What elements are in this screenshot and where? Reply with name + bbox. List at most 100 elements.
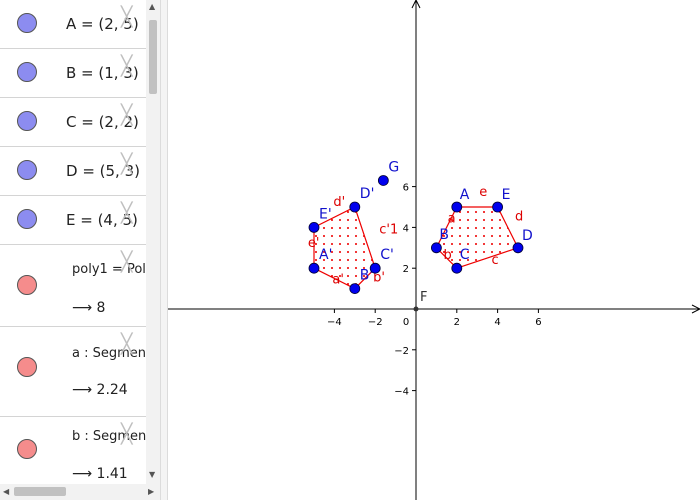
point-label: B'	[360, 268, 373, 284]
point-label: B	[439, 227, 449, 243]
segment-label: b'	[373, 270, 385, 285]
axes: −4 −2 0 2 4 6 6 4 2 −2 −4	[168, 0, 700, 500]
algebra-row-b[interactable]: B = (1, 3) ╳	[0, 49, 146, 98]
definition-a[interactable]: A = (2, 5)	[66, 15, 139, 33]
point-a-prime[interactable]	[308, 262, 320, 274]
visibility-toggle[interactable]	[17, 160, 37, 180]
x-tick-label: −2	[368, 317, 383, 328]
visibility-toggle[interactable]	[17, 275, 37, 295]
definition-segment-b[interactable]: b : Segment(B, C)	[72, 429, 146, 444]
visibility-toggle[interactable]	[17, 439, 37, 459]
algebra-row-e[interactable]: E = (4, 5) ╳	[0, 196, 146, 245]
segment-label: b	[444, 248, 452, 263]
point-b-prime[interactable]	[349, 283, 361, 295]
delete-icon[interactable]: ╳	[121, 6, 133, 28]
x-tick-label: −4	[327, 317, 342, 328]
arrow-icon: ⟶	[72, 466, 93, 482]
point-label: D	[522, 228, 533, 244]
polygon-poly1[interactable]	[435, 206, 519, 269]
scroll-right-arrow-icon[interactable]: ▶	[148, 487, 155, 496]
definition-e[interactable]: E = (4, 5)	[66, 211, 138, 229]
vertical-scrollbar-thumb[interactable]	[149, 20, 157, 94]
point-label: F	[420, 290, 427, 305]
polygons	[313, 206, 519, 290]
x-tick-label: 6	[535, 317, 541, 328]
value-segment-b: ⟶ 1.41	[72, 466, 128, 482]
arrow-icon: ⟶	[72, 300, 93, 316]
y-tick-label: −2	[394, 346, 409, 357]
point-c[interactable]	[451, 262, 463, 274]
algebra-view: A = (2, 5) ╳ B = (1, 3) ╳ C = (2, 2) ╳ D…	[0, 0, 146, 484]
y-tick-label: 4	[403, 223, 409, 234]
segment-label: e'	[308, 236, 320, 251]
value-text: 2.24	[96, 382, 128, 398]
x-tick-label: 4	[494, 317, 500, 328]
point-label: E'	[319, 206, 332, 222]
definition-c[interactable]: C = (2, 2)	[66, 113, 139, 131]
delete-icon[interactable]: ╳	[121, 333, 133, 355]
value-text: 8	[96, 300, 106, 316]
point-g[interactable]	[377, 175, 389, 186]
segment-label: d	[515, 209, 523, 224]
point-f[interactable]	[413, 306, 419, 312]
polygon-poly1-image[interactable]	[313, 206, 376, 290]
point-e-prime[interactable]	[308, 221, 320, 233]
view-divider[interactable]	[160, 0, 168, 500]
point-a[interactable]	[451, 201, 463, 213]
algebra-row-segment-a[interactable]: a : Segment(A, B) ⟶ 2.24 ╳	[0, 327, 146, 417]
algebra-row-segment-b[interactable]: b : Segment(B, C) ⟶ 1.41 ╳	[0, 417, 146, 484]
segment-labels: a b c d e a' b' c'1 d' e'	[308, 185, 523, 288]
algebra-row-poly1[interactable]: poly1 = Polygon(A, B, C, D, E) ⟶ 8 ╳	[0, 245, 146, 327]
horizontal-scrollbar-thumb[interactable]	[14, 487, 66, 496]
delete-icon[interactable]: ╳	[121, 55, 133, 77]
x-tick-label: 2	[454, 317, 460, 328]
point-d[interactable]	[512, 242, 524, 254]
visibility-toggle[interactable]	[17, 111, 37, 131]
visibility-toggle[interactable]	[17, 62, 37, 82]
point-c-prime[interactable]	[369, 262, 381, 274]
point-label: A	[460, 187, 470, 203]
y-tick-label: 6	[403, 183, 409, 194]
value-text: 1.41	[96, 466, 128, 482]
visibility-toggle[interactable]	[17, 357, 37, 377]
algebra-row-d[interactable]: D = (5, 3) ╳	[0, 147, 146, 196]
point-d-prime[interactable]	[349, 201, 361, 213]
segment-label: a'	[332, 273, 344, 288]
graphics-view[interactable]: −4 −2 0 2 4 6 6 4 2 −2 −4 a b c d e a' b' c'1 d' e' A B C D E A'…	[168, 0, 700, 500]
delete-icon[interactable]: ╳	[121, 423, 133, 445]
delete-icon[interactable]: ╳	[121, 153, 133, 175]
point-label: A'	[319, 247, 332, 263]
segment-label: d'	[333, 195, 345, 210]
scroll-up-arrow-icon[interactable]: ▲	[149, 2, 156, 11]
scroll-down-arrow-icon[interactable]: ▼	[149, 470, 156, 479]
segment-label: c'1	[379, 223, 398, 238]
value-segment-a: ⟶ 2.24	[72, 382, 128, 398]
x-axis-arrow-icon	[691, 304, 700, 314]
coordinate-plane[interactable]: −4 −2 0 2 4 6 6 4 2 −2 −4 a b c d e a' b' c'1 d' e' A BC D E A'…	[168, 0, 700, 500]
points[interactable]: A BC D E A' B' C' D' E' G F	[308, 159, 533, 312]
scroll-left-arrow-icon[interactable]: ◀	[3, 487, 10, 496]
vertical-scrollbar[interactable]: ▲ ▼	[146, 0, 160, 484]
definition-segment-a[interactable]: a : Segment(A, B)	[72, 346, 146, 361]
algebra-row-c[interactable]: C = (2, 2) ╳	[0, 98, 146, 147]
x-tick-label: 0	[403, 317, 409, 328]
definition-poly1[interactable]: poly1 = Polygon(A, B, C, D, E)	[72, 262, 146, 277]
definition-b[interactable]: B = (1, 3)	[66, 64, 139, 82]
point-e[interactable]	[492, 201, 504, 213]
algebra-row-a[interactable]: A = (2, 5) ╳	[0, 0, 146, 49]
point-b[interactable]	[430, 242, 442, 254]
y-tick-label: 2	[403, 264, 409, 275]
segment-label: a	[448, 211, 456, 226]
visibility-toggle[interactable]	[17, 13, 37, 33]
delete-icon[interactable]: ╳	[121, 202, 133, 224]
definition-d[interactable]: D = (5, 3)	[66, 162, 140, 180]
y-tick-label: −4	[394, 387, 409, 398]
point-label: G	[388, 159, 399, 175]
value-poly1: ⟶ 8	[72, 300, 105, 316]
delete-icon[interactable]: ╳	[121, 251, 133, 273]
delete-icon[interactable]: ╳	[121, 104, 133, 126]
point-label: C	[460, 247, 470, 263]
visibility-toggle[interactable]	[17, 209, 37, 229]
segment-label: c	[491, 253, 498, 268]
point-label: D'	[360, 186, 375, 202]
